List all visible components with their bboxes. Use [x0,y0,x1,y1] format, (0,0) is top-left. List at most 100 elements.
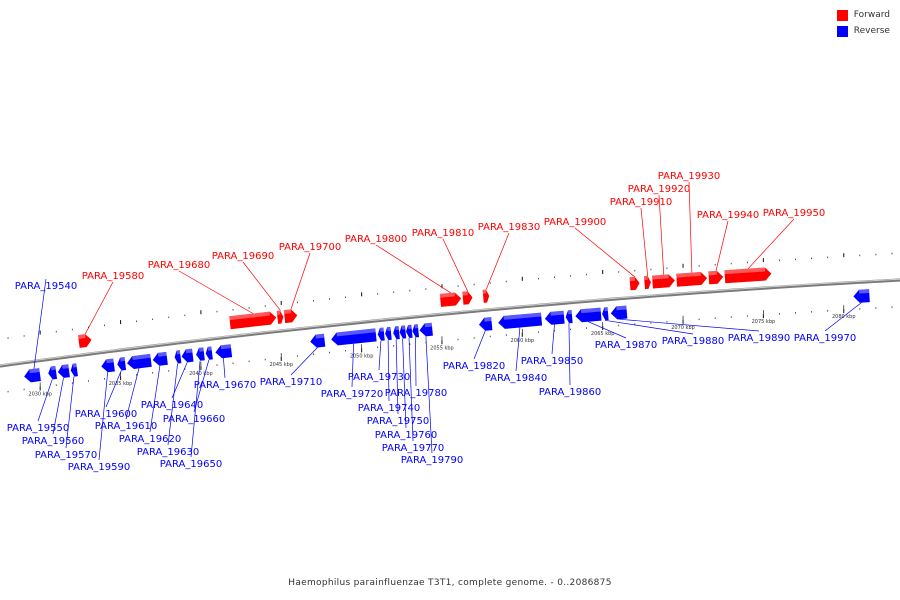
gene-label-para_19920[interactable]: PARA_19920 [628,184,690,195]
gene-label-para_19870[interactable]: PARA_19870 [595,340,657,351]
gene-label-para_19950[interactable]: PARA_19950 [763,208,825,219]
gene-arrow-para_19790[interactable] [419,322,433,337]
gene-label-para_19590[interactable]: PARA_19590 [68,462,130,473]
gene-arrow-para_19670[interactable] [215,344,233,359]
gene-body [196,347,205,361]
gene-arrow-para_19580[interactable] [77,333,92,348]
gene-arrow-para_19550[interactable] [47,365,58,380]
gene-label-para_19820[interactable]: PARA_19820 [443,361,505,372]
leader-para_19680 [178,270,254,314]
gene-arrow-para_19560[interactable] [57,364,70,378]
gene-shine [106,358,114,364]
gene-arrow-para_19620[interactable] [152,351,168,367]
gene-label-para_19680[interactable]: PARA_19680 [148,260,210,271]
gene-label-para_19890[interactable]: PARA_19890 [728,333,790,344]
gene-arrow-para_19650[interactable] [195,347,205,361]
gene-arrow-para_19640[interactable] [181,348,194,363]
gene-label-para_19610[interactable]: PARA_19610 [95,421,157,432]
gene-arrow-para_19720[interactable] [331,328,377,346]
gene-label-para_19620[interactable]: PARA_19620 [119,434,181,445]
gene-label-para_19690[interactable]: PARA_19690 [212,251,274,262]
gene-label-para_19810[interactable]: PARA_19810 [412,228,474,239]
gene-label-para_19880[interactable]: PARA_19880 [662,336,724,347]
gene-arrow-para_19840[interactable] [498,312,543,330]
gene-arrow-para_19630[interactable] [174,350,182,364]
gene-label-para_19550[interactable]: PARA_19550 [7,423,69,434]
gene-label-para_19780[interactable]: PARA_19780 [385,388,447,399]
gene-arrow-para_19910[interactable] [643,275,651,290]
gene-label-para_19970[interactable]: PARA_19970 [794,333,856,344]
gene-arrow-para_19610[interactable] [126,353,152,370]
gene-label-para_19760[interactable]: PARA_19760 [375,430,437,441]
gene-label-para_19830[interactable]: PARA_19830 [478,222,540,233]
gene-arrow-para_19940[interactable] [708,270,724,285]
gene-arrow-para_19930[interactable] [676,271,708,287]
gene-arrow-para_19890[interactable] [610,305,628,320]
gene-arrow-para_19880[interactable] [602,307,609,321]
gene-label-para_19670[interactable]: PARA_19670 [194,380,256,391]
gene-arrow-para_19570[interactable] [70,363,78,377]
gene-arrow-para_19540[interactable] [23,368,41,383]
gene-body [70,363,78,377]
gene-label-para_19790[interactable]: PARA_19790 [401,455,463,466]
gene-arrow-para_19900[interactable] [629,276,640,291]
gene-arrow-para_19750[interactable] [393,326,400,340]
gene-label-para_19720[interactable]: PARA_19720 [321,389,383,400]
gene-arrow-para_19680[interactable] [229,311,277,330]
gene-arrow-para_19800[interactable] [439,292,462,307]
gene-label-para_19540[interactable]: PARA_19540 [15,281,77,292]
gene-label-para_19800[interactable]: PARA_19800 [345,234,407,245]
gene-shine [604,307,608,312]
gene-arrow-para_19780[interactable] [412,324,420,338]
gene-arrow-para_19870[interactable] [575,307,602,323]
gene-arrow-para_19760[interactable] [399,325,407,339]
gene-label-para_19730[interactable]: PARA_19730 [348,372,410,383]
gene-label-para_19850[interactable]: PARA_19850 [521,356,583,367]
gene-arrow-para_19950[interactable] [724,267,772,284]
tick-label: 2070 kbp [671,325,695,331]
gene-body [117,357,127,371]
gene-arrow-para_19690[interactable] [276,310,284,324]
gene-arrow-para_19820[interactable] [478,317,493,331]
gene-arrow-para_19770[interactable] [405,324,413,339]
gene-body [174,350,182,364]
gene-arrow-para_19850[interactable] [544,310,565,326]
gene-arrow-para_19660[interactable] [205,346,213,360]
gene-label-para_19560[interactable]: PARA_19560 [22,436,84,447]
gene-shine [283,309,292,315]
gene-arrow-para_19730[interactable] [377,327,385,342]
gene-arrow-para_19920[interactable] [651,274,675,289]
gene-arrow-para_19810[interactable] [462,291,473,305]
gene-arrow-para_19700[interactable] [283,309,298,324]
gene-label-para_19750[interactable]: PARA_19750 [367,416,429,427]
gene-arrow-para_19970[interactable] [853,289,870,303]
gene-shine [676,271,701,278]
gene-label-para_19660[interactable]: PARA_19660 [163,414,225,425]
gene-label-para_19930[interactable]: PARA_19930 [658,171,720,182]
gene-arrow-para_19590[interactable] [100,358,115,373]
leader-para_19830 [485,232,510,290]
gene-body [310,333,326,348]
leader-para_19790 [425,336,433,454]
gene-label-para_19640[interactable]: PARA_19640 [141,400,203,411]
gene-label-para_19650[interactable]: PARA_19650 [160,459,222,470]
gene-label-para_19700[interactable]: PARA_19700 [279,242,341,253]
gene-label-para_19840[interactable]: PARA_19840 [485,373,547,384]
gene-label-para_19910[interactable]: PARA_19910 [610,197,672,208]
gene-arrow-para_19860[interactable] [565,310,573,324]
gene-arrow-para_19710[interactable] [310,333,326,348]
gene-label-para_19900[interactable]: PARA_19900 [544,217,606,228]
gene-arrow-para_19830[interactable] [482,289,490,303]
gene-label-para_19860[interactable]: PARA_19860 [539,387,601,398]
gene-label-para_19630[interactable]: PARA_19630 [137,447,199,458]
gene-label-para_19600[interactable]: PARA_19600 [75,409,137,420]
gene-label-para_19710[interactable]: PARA_19710 [260,377,322,388]
gene-label-para_19940[interactable]: PARA_19940 [697,210,759,221]
gene-label-para_19770[interactable]: PARA_19770 [382,443,444,454]
gene-label-para_19740[interactable]: PARA_19740 [358,403,420,414]
gene-label-para_19570[interactable]: PARA_19570 [35,450,97,461]
gene-label-para_19580[interactable]: PARA_19580 [82,271,144,282]
gene-shine [50,365,56,371]
gene-arrow-para_19600[interactable] [116,357,127,371]
gene-arrow-para_19740[interactable] [384,326,392,341]
